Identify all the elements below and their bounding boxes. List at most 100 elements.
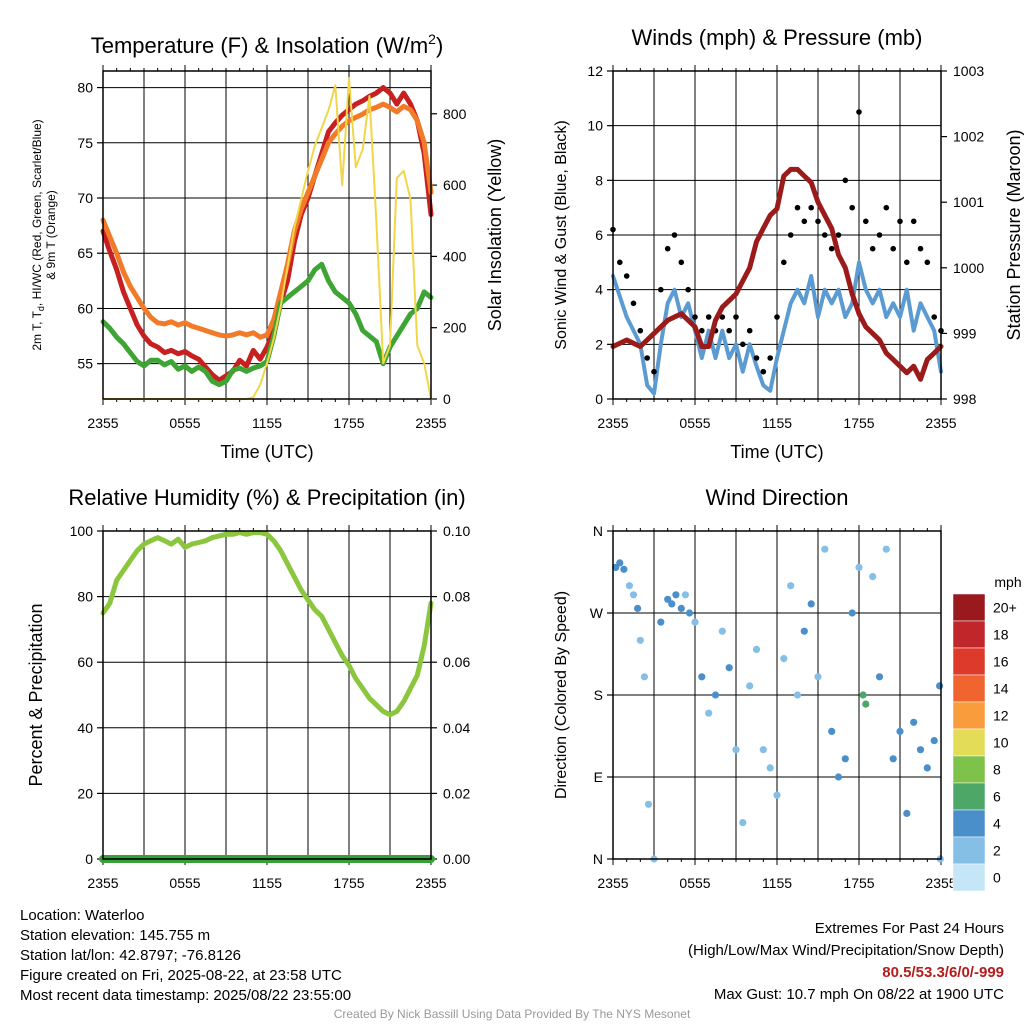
wind-gust-point: [856, 109, 862, 115]
wind-ytick-label: 12: [587, 63, 603, 79]
wind-ytick-label: 6: [595, 227, 603, 243]
dir-point: [672, 591, 680, 599]
legend-swatch: [952, 674, 986, 703]
wind-gust-point: [883, 204, 890, 211]
legend-label: 4: [993, 816, 1001, 832]
wind-ytick-label: 2: [595, 336, 603, 352]
wind-gust-point: [904, 259, 910, 266]
legend-label: 12: [993, 708, 1009, 724]
dir-point: [634, 604, 642, 613]
rh-frame: [102, 530, 432, 860]
temp-xtick-label: 2355: [415, 415, 446, 431]
credit-line: Created By Nick Bassill Using Data Provi…: [333, 1007, 691, 1021]
dir-xtick-label: 0555: [679, 875, 710, 891]
wind-y2tick-label: 999: [953, 325, 977, 341]
wind-gust-point: [685, 286, 691, 293]
rh-y2tick-label: 0.06: [443, 654, 470, 670]
dir-point: [814, 673, 822, 681]
extremes-values: 80.5/53.3/6/0/-999: [882, 964, 1004, 981]
legend-swatch: [952, 809, 986, 838]
legend-label: 0: [993, 870, 1001, 886]
wind-gust-point: [637, 327, 644, 334]
dir-point: [739, 819, 747, 827]
dir-point: [664, 595, 672, 603]
dir-point: [759, 746, 767, 754]
dir-point: [640, 673, 649, 681]
wind-gust-point: [876, 232, 883, 238]
dir-point: [862, 700, 870, 708]
dir-point: [698, 673, 706, 681]
dir-point: [705, 709, 713, 717]
wind-y2tick-label: 998: [953, 391, 977, 407]
legend-label: 2: [993, 843, 1001, 859]
wind-xtick-label: 2355: [925, 415, 956, 431]
rh-ytick-label: 80: [77, 589, 93, 605]
rh-y2tick-label: 0.00: [443, 851, 470, 867]
temp-ytick-label: 70: [77, 190, 93, 206]
wind-gust-point: [869, 245, 876, 252]
legend-swatch: [952, 755, 986, 784]
wind-xtick-label: 1755: [843, 415, 874, 431]
temp-series-9m-t: [100, 101, 434, 340]
legend-label: 10: [993, 735, 1009, 751]
legend-swatch: [952, 593, 986, 622]
temp-y2tick-label: 600: [443, 177, 467, 193]
wind-gust-point: [835, 232, 842, 238]
dir-point: [787, 582, 795, 590]
dir-point: [828, 727, 836, 736]
dir-point: [896, 727, 904, 736]
legend-label: 8: [993, 762, 1001, 778]
wind-frame: [612, 70, 942, 400]
wind-gust-point: [726, 327, 732, 334]
wind-ytick-label: 8: [595, 172, 603, 188]
wind-ylabel-left: Sonic Wind & Gust (Blue, Black): [553, 120, 570, 349]
wind-xtick-label: 2355: [597, 415, 628, 431]
temp-y2tick-label: 200: [443, 320, 467, 336]
wind-gust-point: [890, 245, 896, 252]
station-elevation: Station elevation: 145.755 m: [20, 927, 211, 944]
dir-point: [677, 604, 685, 613]
dir-point: [807, 600, 815, 608]
dir-ytick-label: W: [590, 605, 604, 621]
temp-xtick-label: 2355: [87, 415, 118, 431]
dir-point: [923, 764, 931, 772]
temp-series-2m-t: [100, 85, 434, 383]
temp-xtick-label: 0555: [169, 415, 200, 431]
dir-point: [834, 773, 843, 781]
temp-y2tick-label: 0: [443, 391, 451, 407]
temp-xtick-label: 1155: [252, 415, 282, 431]
rh-xtick-label: 2355: [87, 875, 118, 891]
wind-gust-point: [699, 327, 705, 334]
rh-ytick-label: 60: [77, 654, 93, 670]
dir-point: [800, 627, 808, 635]
dir-ytick-label: S: [594, 687, 603, 703]
temp-title: Temperature (F) & Insolation (W/m2): [91, 31, 444, 58]
dir-point: [668, 600, 676, 608]
temp-xtick-label: 1755: [333, 415, 364, 431]
temp-y2tick-label: 400: [443, 248, 467, 264]
wind-gust-point: [753, 355, 760, 361]
wind-ytick-label: 10: [587, 118, 603, 134]
wind-gust-point: [794, 204, 801, 211]
wind-gust-point: [692, 314, 698, 320]
dir-point: [766, 764, 774, 772]
dir-point: [746, 682, 754, 690]
dir-ytick-label: N: [593, 851, 603, 867]
dir-title: Wind Direction: [705, 485, 848, 510]
extremes-description: (High/Low/Max Wind/Precipitation/Snow De…: [688, 942, 1004, 959]
dir-point: [855, 563, 863, 572]
rh-ytick-label: 0: [85, 851, 93, 867]
dir-point: [691, 618, 699, 626]
temp-ylabel-left-2: & 9m T (Orange): [44, 190, 58, 280]
temp-ytick-label: 55: [77, 356, 93, 372]
wind-gust-point: [774, 314, 780, 320]
dir-point: [629, 591, 638, 599]
wind-ylabel-right: Station Pressure (Maroon): [1004, 129, 1024, 340]
wind-gust-point: [828, 245, 835, 252]
extremes-summary: Extremes For Past 24 Hours (High/Low/Max…: [688, 918, 1004, 1006]
wind-gust-point: [931, 314, 937, 320]
dir-point: [875, 673, 884, 681]
temp-frame: [102, 70, 432, 400]
wind-gust-point: [897, 218, 903, 225]
temp-ylabel-right: Solar Insolation (Yellow): [485, 139, 505, 331]
